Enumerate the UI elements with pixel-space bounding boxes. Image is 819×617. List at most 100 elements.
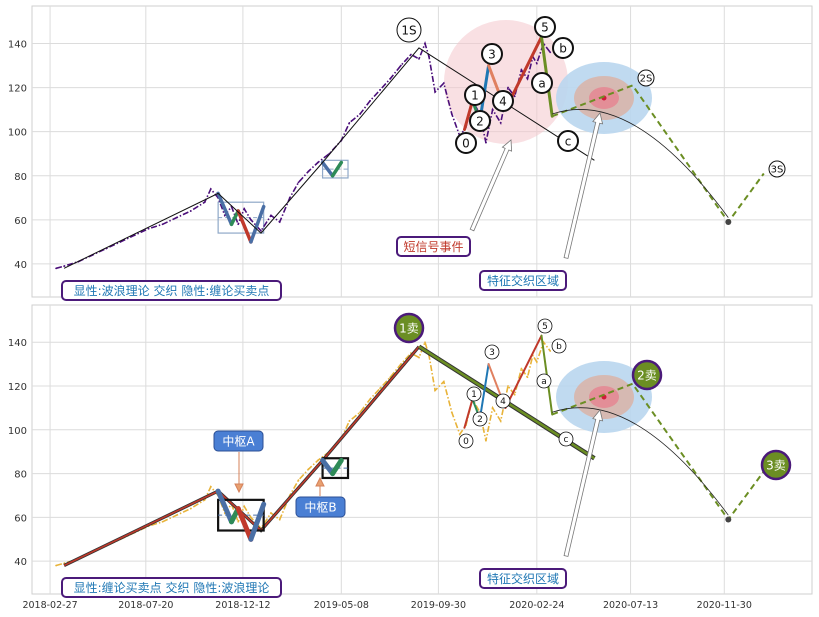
pivot-b-pointer-head — [315, 476, 325, 487]
y-tick-label: 80 — [14, 172, 27, 183]
top-panel-caption-box — [61, 280, 282, 301]
series-point — [209, 188, 212, 190]
series-point — [189, 210, 192, 212]
x-tick-label: 2020-11-30 — [697, 600, 752, 611]
sell-point-badge — [631, 359, 663, 391]
pivot-stroke — [235, 506, 254, 542]
wave-point-label: 0 — [463, 437, 469, 447]
wave-point-label: 1S — [401, 23, 416, 37]
wave-segment — [463, 99, 474, 131]
wave-point-label: c — [565, 134, 572, 148]
series-point — [434, 389, 436, 392]
series-point — [450, 113, 453, 115]
series-point — [237, 520, 240, 523]
series-point — [418, 356, 420, 359]
series-point — [297, 181, 300, 184]
wave-point-marker — [558, 431, 574, 447]
series-point — [260, 229, 262, 232]
y-tick-label: 100 — [8, 128, 27, 139]
series-point — [288, 196, 291, 199]
series-point — [442, 82, 445, 85]
wave-point-label: b — [559, 41, 567, 55]
bottom-panel-caption-text: 显性:缠论买卖点 交织 隐性:波浪理论 — [74, 580, 270, 595]
series-point — [549, 350, 552, 352]
projection-line — [551, 382, 765, 522]
y-tick-label: 60 — [14, 513, 27, 524]
wave-point-label: 3S — [771, 165, 784, 176]
interleave-region-text: 特征交织区域 — [487, 571, 559, 586]
pivot-b-label-box — [295, 496, 346, 518]
series-point — [424, 42, 426, 45]
wave-segment — [463, 398, 474, 429]
projection-node — [725, 219, 732, 226]
series-point — [278, 221, 281, 223]
sell-point-badge — [760, 449, 792, 481]
series-point — [400, 64, 402, 67]
interleave-region-box — [479, 270, 567, 291]
wave-point-label: a — [541, 377, 547, 387]
pivot-a-label-text: 中枢A — [222, 433, 255, 448]
wave-point-marker — [472, 411, 488, 427]
pivot-stroke — [248, 501, 267, 542]
y-tick-label: 100 — [8, 426, 27, 437]
y-tick-label: 80 — [14, 470, 27, 481]
pointer-arrow — [469, 139, 513, 232]
wave-point-marker — [551, 338, 567, 354]
series-point — [535, 361, 538, 363]
short-signal-event-box — [396, 236, 471, 257]
series-point — [203, 201, 206, 204]
series-point — [243, 207, 246, 210]
series-point — [389, 77, 392, 80]
series-point — [307, 468, 310, 471]
series-point — [400, 363, 402, 366]
series-point — [270, 512, 272, 514]
top-panel-caption-text: 显性:波浪理论 交织 隐性:缠论买卖点 — [74, 283, 270, 298]
wave-point-marker — [492, 90, 514, 112]
series-point — [147, 227, 150, 230]
wave-point-label: c — [564, 435, 569, 445]
pivot-stroke — [216, 191, 234, 227]
projection-arc — [552, 109, 729, 218]
series-point — [297, 479, 300, 482]
series-point — [348, 121, 351, 124]
wave-point-label: 4 — [499, 94, 507, 108]
wave-point-marker — [537, 318, 553, 334]
wave-point-label: 1 — [471, 88, 479, 102]
series-point — [223, 214, 226, 217]
y-tick-label: 140 — [8, 338, 27, 349]
wave-point-label: b — [556, 342, 562, 352]
wave-point-marker — [536, 373, 552, 389]
pivot-stroke — [236, 209, 253, 244]
wave-point-marker — [495, 393, 511, 409]
x-tick-label: 2019-05-08 — [314, 600, 369, 611]
wave-point-marker — [469, 110, 491, 132]
pivot-stroke — [330, 457, 344, 477]
pointer-arrow — [563, 112, 604, 259]
series-point — [359, 113, 361, 115]
pivot-b-label-text: 中枢B — [304, 499, 336, 514]
bottom-panel-caption-box — [61, 577, 282, 598]
pivot-stroke — [229, 209, 240, 227]
wave-segment — [504, 334, 543, 409]
y-tick-label: 60 — [14, 216, 27, 227]
wave-point-label: 5 — [541, 20, 549, 34]
sell-point-label: 2卖 — [637, 369, 657, 383]
wave-point-label: 3 — [488, 47, 496, 61]
x-tick-label: 2020-07-13 — [603, 600, 658, 611]
series-point — [458, 433, 461, 436]
sell-point-label: 3卖 — [766, 459, 786, 473]
wave-point-marker — [637, 69, 655, 87]
wave-point-marker — [768, 160, 786, 178]
wave-point-marker — [396, 17, 422, 43]
wave-point-label: 2S — [640, 74, 653, 85]
short-signal-event-text: 短信号事件 — [403, 240, 463, 254]
series-point — [434, 91, 436, 93]
pointer-arrow — [563, 409, 604, 557]
wave-point-marker — [534, 16, 556, 38]
wave-point-marker — [484, 344, 500, 360]
sell-point-badge — [393, 312, 425, 344]
wave-point-marker — [464, 84, 486, 106]
pivot-a-label-box — [213, 430, 264, 452]
series-point — [55, 564, 58, 567]
